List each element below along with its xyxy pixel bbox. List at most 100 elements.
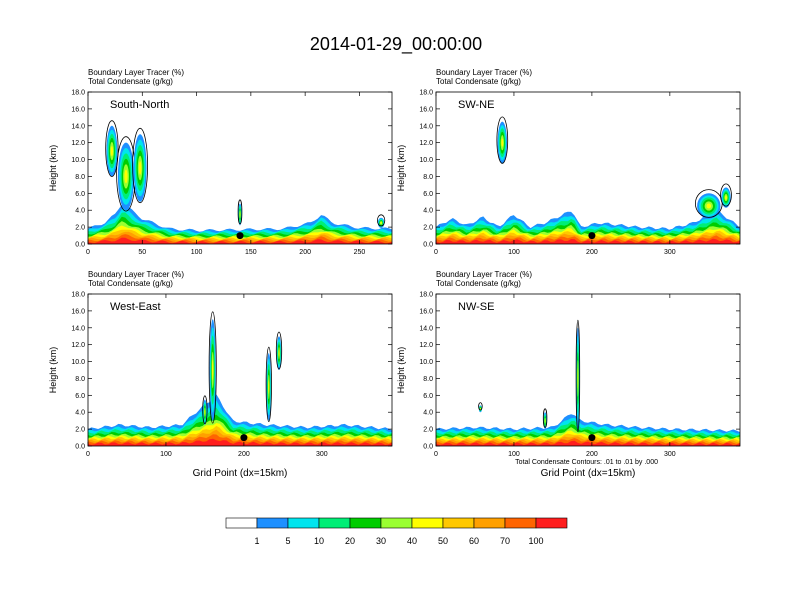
y-tick-label: 2.0 <box>75 427 85 434</box>
x-tick-label: 100 <box>508 249 520 256</box>
y-tick-label: 14.0 <box>71 123 85 130</box>
y-tick-label: 8.0 <box>75 174 85 181</box>
condensate-contour-4 <box>275 331 283 370</box>
y-tick-label: 10.0 <box>71 157 85 164</box>
colorbar-label: 100 <box>528 536 543 546</box>
plume-4-ring-6 <box>278 349 280 357</box>
location-marker <box>236 232 244 240</box>
colorbar-label: 40 <box>407 536 417 546</box>
colorbar-swatch <box>318 517 351 529</box>
condensate-contour-2 <box>202 395 208 425</box>
x-tick-label: 300 <box>316 451 328 458</box>
x-tick-label: 0 <box>86 249 90 256</box>
plume-2-ring-6 <box>706 203 712 209</box>
y-tick-label: 0.0 <box>423 242 433 249</box>
y-axis-label: Height (km) <box>396 347 406 394</box>
condensate-contour-1 <box>208 311 217 424</box>
y-tick-label: 12.0 <box>71 140 85 147</box>
condensate-contour-2 <box>132 127 149 204</box>
y-axis-label: Height (km) <box>48 145 58 192</box>
y-tick-label: 16.0 <box>419 106 433 113</box>
tracer-band-10 <box>88 237 392 244</box>
x-tick-label: 200 <box>299 249 311 256</box>
y-tick-label: 0.0 <box>75 444 85 451</box>
plot-frame <box>435 91 741 245</box>
location-marker <box>240 434 248 442</box>
plume-1-ring-6 <box>124 169 128 184</box>
y-tick-label: 4.0 <box>423 208 433 215</box>
condensate-contour-1 <box>575 319 581 432</box>
colorbar-label: 5 <box>285 536 290 546</box>
y-tick-label: 0.0 <box>75 242 85 249</box>
tracer-field <box>436 116 740 244</box>
plume-2-ring-6 <box>138 161 142 175</box>
panel-subtitle-condensate: Total Condensate (g/kg) <box>436 279 521 288</box>
y-tick-label: 10.0 <box>419 157 433 164</box>
x-tick-label: 0 <box>434 249 438 256</box>
y-tick-label: 2.0 <box>423 427 433 434</box>
tracer-field <box>436 319 740 446</box>
colorbar-label: 60 <box>469 536 479 546</box>
colorbar-label: 20 <box>345 536 355 546</box>
x-tick-label: 0 <box>86 451 90 458</box>
y-tick-label: 18.0 <box>71 90 85 97</box>
colorbar-swatch <box>225 517 258 529</box>
y-tick-label: 6.0 <box>75 191 85 198</box>
y-tick-label: 6.0 <box>423 393 433 400</box>
colorbar-swatch <box>256 517 289 529</box>
x-axis-label: Grid Point (dx=15km) <box>193 468 288 479</box>
figure-title: 2014-01-29_00:00:00 <box>310 34 482 55</box>
colorbar-swatch <box>411 517 444 529</box>
colorbar-swatch <box>349 517 382 529</box>
colorbar: 1 5 10 20 30 40 50 60 70 100 <box>225 517 568 546</box>
x-axis-label: Grid Point (dx=15km) <box>541 468 636 479</box>
x-tick-label: 250 <box>354 249 366 256</box>
tracer-band-10 <box>436 440 740 446</box>
panel-south-north: Boundary Layer Tracer (%)Total Condensat… <box>48 68 393 256</box>
panel-west-east: Boundary Layer Tracer (%)Total Condensat… <box>48 270 393 479</box>
panel-subtitle-tracer: Boundary Layer Tracer (%) <box>436 270 532 279</box>
y-tick-label: 18.0 <box>419 90 433 97</box>
tracer-band-8 <box>88 429 392 446</box>
y-tick-label: 10.0 <box>71 359 85 366</box>
plume-3-ring-6 <box>725 195 727 200</box>
tracer-band-9 <box>88 434 392 446</box>
colorbar-swatch <box>380 517 413 529</box>
condensate-contour-3 <box>105 120 119 177</box>
y-tick-label: 0.0 <box>423 444 433 451</box>
y-tick-label: 12.0 <box>419 342 433 349</box>
x-tick-label: 100 <box>191 249 203 256</box>
contour-note: Total Condensate Contours: .01 to .01 by… <box>515 459 658 466</box>
plume-1-ring-6 <box>577 368 579 389</box>
panel-label: West-East <box>110 301 161 313</box>
x-tick-label: 100 <box>160 451 172 458</box>
colorbar-swatch <box>504 517 537 529</box>
x-tick-label: 0 <box>434 451 438 458</box>
tracer-field <box>88 120 392 244</box>
panel-subtitle-tracer: Boundary Layer Tracer (%) <box>88 270 184 279</box>
y-tick-label: 18.0 <box>71 292 85 299</box>
panel-subtitle-condensate: Total Condensate (g/kg) <box>436 77 521 86</box>
panel-subtitle-tracer: Boundary Layer Tracer (%) <box>88 68 184 77</box>
y-tick-label: 16.0 <box>419 308 433 315</box>
y-tick-label: 12.0 <box>419 140 433 147</box>
y-tick-label: 2.0 <box>75 225 85 232</box>
x-tick-label: 150 <box>245 249 257 256</box>
panel-sw-ne: Boundary Layer Tracer (%)Total Condensat… <box>396 68 741 256</box>
y-tick-label: 8.0 <box>423 174 433 181</box>
x-tick-label: 300 <box>664 249 676 256</box>
panel-label: South-North <box>110 99 169 111</box>
tracer-field <box>88 311 392 446</box>
y-tick-label: 14.0 <box>71 325 85 332</box>
plume-5-ring-6 <box>380 221 382 224</box>
x-tick-label: 200 <box>238 451 250 458</box>
panel-subtitle-tracer: Boundary Layer Tracer (%) <box>436 68 532 77</box>
x-tick-label: 100 <box>508 451 520 458</box>
plot-frame <box>87 293 393 447</box>
y-tick-label: 8.0 <box>423 376 433 383</box>
colorbar-label: 10 <box>314 536 324 546</box>
x-tick-label: 200 <box>586 249 598 256</box>
colorbar-swatch <box>473 517 506 529</box>
condensate-contour-3 <box>265 346 272 422</box>
x-tick-label: 300 <box>664 451 676 458</box>
